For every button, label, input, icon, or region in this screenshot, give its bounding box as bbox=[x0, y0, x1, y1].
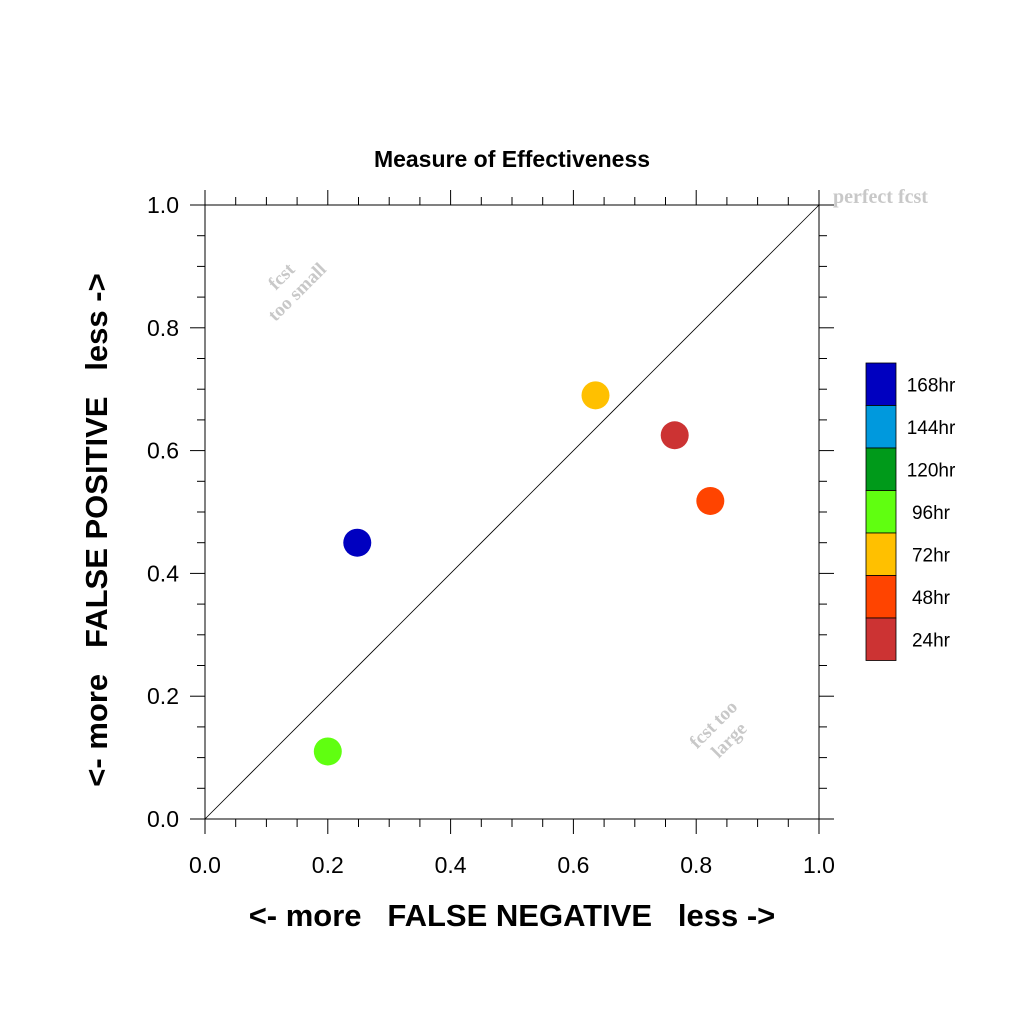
x-tick-label: 1.0 bbox=[803, 852, 835, 878]
axis-ticks bbox=[190, 190, 834, 834]
legend-label: 96hr bbox=[912, 503, 951, 524]
x-tick-label: 0.8 bbox=[680, 852, 712, 878]
legend-label: 120hr bbox=[907, 460, 956, 481]
y-tick-label: 0.4 bbox=[147, 560, 179, 586]
legend-label: 24hr bbox=[912, 630, 951, 651]
annotation-fcst-too-small: fcst too small bbox=[264, 259, 331, 326]
data-point-96hr bbox=[313, 737, 342, 766]
legend-swatch-120hr bbox=[865, 447, 897, 491]
chart-title: Measure of Effectiveness bbox=[374, 146, 650, 172]
legend: 168hr 144hr 120hr 96hr 72hr 48hr 24hr bbox=[865, 362, 956, 661]
y-tick-label: 0.0 bbox=[147, 806, 179, 832]
x-axis-label: <- more FALSE NEGATIVE less -> bbox=[249, 898, 776, 933]
y-tick-label: 0.2 bbox=[147, 683, 179, 709]
data-point-72hr bbox=[581, 381, 610, 410]
y-tick-label: 0.8 bbox=[147, 315, 179, 341]
legend-swatch-48hr bbox=[865, 575, 897, 619]
x-tick-label: 0.0 bbox=[189, 852, 221, 878]
x-tick-labels: 0.0 0.2 0.4 0.6 0.8 1.0 bbox=[189, 852, 835, 878]
legend-label: 48hr bbox=[912, 588, 951, 609]
x-tick-label: 0.4 bbox=[435, 852, 467, 878]
legend-swatch-168hr bbox=[865, 362, 897, 406]
y-tick-labels: 0.0 0.2 0.4 0.6 0.8 1.0 bbox=[147, 192, 179, 832]
data-point-48hr bbox=[696, 486, 725, 515]
data-point-24hr bbox=[660, 421, 689, 450]
y-tick-label: 1.0 bbox=[147, 192, 179, 218]
legend-label: 168hr bbox=[907, 375, 956, 396]
legend-label: 72hr bbox=[912, 545, 951, 566]
legend-swatch-72hr bbox=[865, 532, 897, 576]
annotation-perfect-fcst: perfect fcst bbox=[833, 186, 928, 208]
perfect-forecast-diagonal bbox=[204, 204, 820, 820]
data-points bbox=[313, 381, 725, 766]
y-axis-label: <- more FALSE POSITIVE less -> bbox=[79, 273, 114, 786]
y-tick-label: 0.6 bbox=[147, 438, 179, 464]
legend-swatch-144hr bbox=[865, 405, 897, 449]
legend-swatch-24hr bbox=[865, 617, 897, 661]
annotation-fcst-too-large: fcst too large bbox=[686, 697, 752, 763]
data-point-168hr bbox=[343, 528, 372, 557]
x-tick-label: 0.2 bbox=[312, 852, 344, 878]
legend-label: 144hr bbox=[907, 418, 956, 439]
x-tick-label: 0.6 bbox=[557, 852, 589, 878]
legend-swatch-96hr bbox=[865, 490, 897, 534]
